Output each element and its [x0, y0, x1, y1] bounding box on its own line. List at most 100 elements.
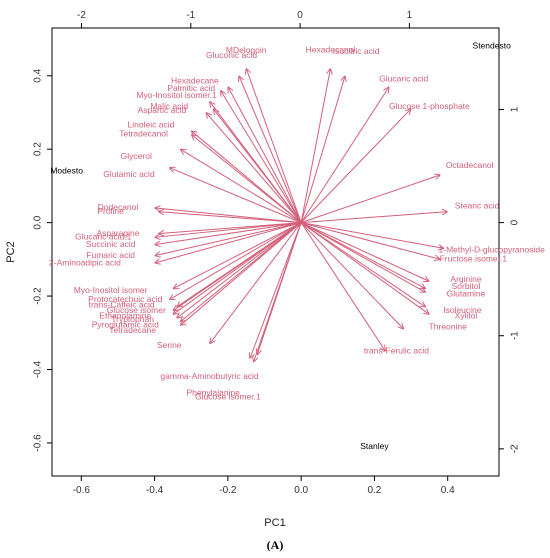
bottom-axis: -0.6 -0.4 -0.2 0.0 0.2 0.4	[73, 476, 455, 496]
variable-arrow	[300, 68, 330, 223]
variable-label: trans-Ferulic acid	[364, 345, 429, 355]
x-tick-label: -0.2	[219, 485, 237, 496]
variable-arrow	[210, 222, 302, 344]
variable-label: 1-Methyl-D-glucopyranoside	[439, 244, 546, 254]
variable-label: Serine	[157, 340, 182, 350]
plot-frame	[51, 27, 500, 477]
variable-arrow	[158, 212, 302, 224]
variable-arrow	[177, 222, 302, 318]
right-axis: -2 -1 0 1	[499, 106, 521, 453]
variable-arrow	[173, 222, 302, 289]
variable-arrow	[300, 222, 429, 315]
variable-label: Hexadecane	[171, 75, 219, 85]
variable-label: Succinic acid	[86, 239, 136, 249]
variable-label: Sorbitol	[452, 281, 481, 291]
variable-label: Threonine	[429, 322, 468, 332]
variable-arrow	[300, 76, 345, 223]
variable-arrow	[155, 208, 302, 224]
right-tick-label: -2	[510, 444, 521, 453]
variable-arrow	[180, 222, 302, 326]
variable-label: Gluconic acid	[206, 50, 257, 60]
variable-label: Tryptophan	[111, 314, 154, 324]
variable-arrow	[191, 134, 302, 224]
variable-label: Xylitol	[455, 311, 478, 321]
variable-arrow	[300, 222, 426, 289]
figure-caption: (A)	[266, 538, 284, 552]
y-tick-label: 0.2	[33, 142, 44, 156]
variable-label: Fumaric acid	[86, 250, 135, 260]
x-tick-label: 0.4	[441, 485, 455, 496]
variable-arrow	[155, 222, 302, 256]
variable-label: Proline	[97, 206, 124, 216]
variable-arrow	[300, 222, 404, 329]
y-axis-label: PC2	[5, 241, 17, 262]
variable-label: gamma-Aminobutyric acid	[160, 371, 259, 381]
variable-arrow	[301, 212, 448, 224]
variable-label: Glycerol	[121, 151, 152, 161]
top-tick-label: 0	[297, 10, 303, 21]
right-tick-label: -1	[510, 331, 521, 340]
variable-label: 2-Aminoadipic acid	[49, 257, 121, 267]
y-tick-label: 0.4	[33, 68, 44, 82]
variable-arrow	[300, 222, 385, 352]
variable-arrow	[300, 222, 426, 293]
variable-label: Tetradecane	[109, 325, 156, 335]
variable-arrow	[206, 112, 302, 223]
variable-label: Glucose 1-phosphate	[389, 101, 470, 111]
variable-label: MDelogoin	[226, 45, 267, 55]
variable-label: Arginine	[450, 274, 481, 284]
x-tick-label: -0.6	[73, 485, 91, 496]
variable-label: Glucaric acid	[379, 74, 428, 84]
variable-label: Octadecanol	[446, 160, 494, 170]
variable-arrow	[221, 90, 302, 223]
top-axis: -2 -1 0 1	[77, 10, 413, 28]
variable-label: Pyroglutamic acid	[92, 320, 159, 330]
x-tick-label: 0.0	[294, 485, 308, 496]
variable-label: Stearic acid	[455, 200, 500, 210]
variable-label: Tetradecanol	[119, 129, 168, 139]
variable-arrow	[300, 222, 429, 282]
y-tick-label: -0.6	[33, 434, 44, 452]
variable-label: Palmitic acid	[167, 83, 215, 93]
variable-label: Asparagine	[96, 228, 139, 238]
right-tick-label: 1	[510, 106, 521, 112]
variable-arrow	[300, 222, 426, 307]
variable-label: Aspartic acid	[138, 105, 187, 115]
variable-label: Myo-Inositol isomer.1	[136, 90, 217, 100]
variable-arrow	[155, 222, 302, 263]
variable-label: Ethanolamine	[99, 311, 151, 321]
variable-label: Phenylalanine	[187, 388, 241, 398]
variable-arrow	[250, 222, 302, 359]
variable-label: Glutamic acid	[103, 169, 155, 179]
y-tick-label: -0.4	[33, 360, 44, 378]
variable-arrow	[300, 87, 389, 223]
variable-arrow	[155, 222, 302, 238]
x-tick-label: 0.2	[367, 485, 381, 496]
observation-label: Modesto	[50, 165, 83, 175]
variable-arrow	[301, 222, 440, 260]
variable-arrow	[173, 222, 302, 315]
variable-label: Glucaric acid.1	[75, 232, 131, 242]
left-axis: -0.6 -0.4 -0.2 0.0 0.2 0.4	[33, 68, 52, 452]
variable-label: Protocatechuic acid	[88, 294, 162, 304]
variable-label: Hexadecanol	[306, 44, 356, 54]
variable-label: Glucose isomer.1	[195, 391, 261, 401]
x-tick-label: -0.4	[146, 485, 164, 496]
observation-label: Stendesto	[473, 41, 512, 51]
variable-arrow	[213, 109, 302, 223]
variable-arrow	[300, 109, 411, 223]
observation-label: Stanley	[360, 441, 389, 451]
observation-labels: Stendesto Modesto Stanley	[50, 41, 511, 451]
variable-label: Dodecanol	[98, 202, 139, 212]
variable-arrows	[155, 68, 448, 362]
variable-arrow	[158, 222, 302, 234]
variable-label: Glutamine	[447, 288, 486, 298]
variable-label: Isocitric acid	[333, 46, 380, 56]
variable-arrow	[239, 76, 302, 223]
variable-label: Myo-Inositol isomer	[74, 285, 148, 295]
top-tick-label: 1	[407, 10, 413, 21]
variable-arrow	[228, 87, 302, 223]
variable-arrow	[155, 222, 302, 245]
y-tick-label: -0.2	[33, 287, 44, 305]
